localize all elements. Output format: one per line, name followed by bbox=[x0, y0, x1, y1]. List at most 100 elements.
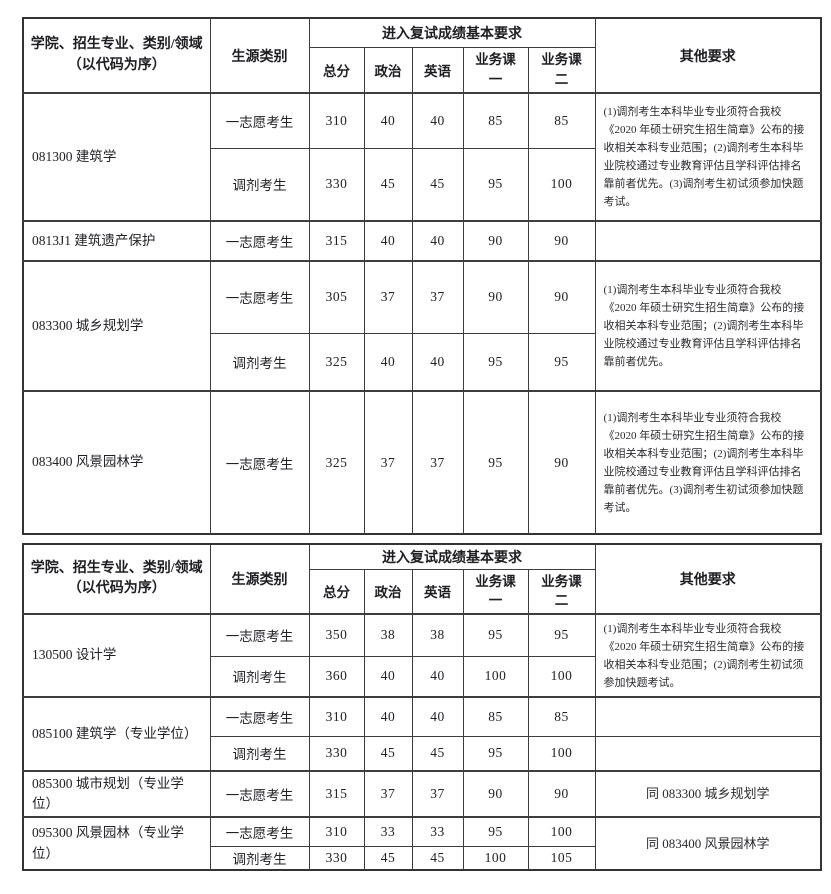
score-politics-cell: 37 bbox=[363, 770, 413, 818]
score-english-cell: 37 bbox=[411, 260, 464, 334]
score-total-cell: 315 bbox=[308, 220, 365, 262]
score-total-cell: 325 bbox=[308, 390, 365, 535]
header-subject-two: 业务课 二 bbox=[527, 46, 596, 94]
other-requirements-cell: (1)调剂考生本科毕业专业须符合我校《2020 年硕士研究生招生简章》公布的接收… bbox=[594, 390, 822, 535]
table-row: 085100 建筑学（专业学位） 一志愿考生 310 40 40 85 85 bbox=[22, 696, 822, 772]
source-type-cell: 调剂考生 bbox=[209, 147, 310, 222]
score-politics-cell: 40 bbox=[363, 655, 413, 698]
admission-score-table-academic: 学院、招生专业、类别/领域 （以代码为序） 生源类别 进入复试成绩基本要求 其他… bbox=[22, 17, 823, 535]
header-total-score: 总分 bbox=[308, 46, 365, 94]
score-subject1-cell: 95 bbox=[462, 613, 529, 657]
score-english-cell: 37 bbox=[411, 390, 464, 535]
header-subject-one: 业务课 一 bbox=[462, 46, 529, 94]
header-source-type: 生源类别 bbox=[209, 17, 310, 94]
score-subject2-cell: 95 bbox=[527, 332, 596, 392]
source-type-cell: 一志愿考生 bbox=[209, 220, 310, 262]
score-english-cell: 40 bbox=[411, 92, 464, 149]
score-subject2-cell: 85 bbox=[527, 696, 596, 737]
header-english: 英语 bbox=[411, 46, 464, 94]
score-politics-cell: 45 bbox=[363, 147, 413, 222]
table-row: 081300 建筑学 一志愿考生 310 40 40 85 85 (1)调剂考生… bbox=[22, 92, 822, 222]
score-politics-cell: 45 bbox=[363, 735, 413, 772]
source-type-cell: 一志愿考生 bbox=[209, 260, 310, 334]
score-subject1-cell: 90 bbox=[462, 770, 529, 818]
table-row: 085300 城市规划（专业学位） 一志愿考生 315 37 37 90 90 … bbox=[22, 770, 822, 818]
table-row: 调剂考生 330 45 45 95 100 bbox=[23, 735, 822, 772]
score-politics-cell: 38 bbox=[363, 613, 413, 657]
header-source-type: 生源类别 bbox=[209, 543, 310, 615]
table-row: 调剂考生 360 40 40 100 100 bbox=[23, 655, 821, 698]
source-type-cell: 一志愿考生 bbox=[209, 696, 310, 737]
program-cell: 081300 建筑学 bbox=[22, 92, 211, 222]
score-english-cell: 40 bbox=[411, 332, 464, 392]
other-requirements-cell: (1)调剂考生本科毕业专业须符合我校《2020 年硕士研究生招生简章》公布的接收… bbox=[594, 260, 822, 392]
score-subject2-cell: 105 bbox=[527, 845, 596, 871]
score-subject2-cell: 85 bbox=[527, 92, 596, 149]
source-type-cell: 一志愿考生 bbox=[209, 816, 310, 847]
source-type-cell: 一志愿考生 bbox=[209, 92, 310, 149]
source-type-cell: 调剂考生 bbox=[209, 735, 310, 772]
header-politics: 政治 bbox=[363, 46, 413, 94]
header-other-requirements: 其他要求 bbox=[594, 17, 822, 94]
score-english-cell: 40 bbox=[411, 220, 464, 262]
other-requirements-cell: 同 083300 城乡规划学 bbox=[594, 770, 822, 818]
score-subject1-cell: 95 bbox=[462, 332, 529, 392]
score-subject1-cell: 95 bbox=[462, 816, 529, 847]
header-retest-score-group: 进入复试成绩基本要求 bbox=[308, 543, 596, 570]
score-subject1-cell: 100 bbox=[462, 655, 529, 698]
admission-score-table-professional: 学院、招生专业、类别/领域 （以代码为序） 生源类别 进入复试成绩基本要求 其他… bbox=[22, 543, 823, 871]
score-subject1-cell: 85 bbox=[462, 92, 529, 149]
score-total-cell: 310 bbox=[308, 816, 365, 847]
table-row: 083400 风景园林学 一志愿考生 325 37 37 95 90 (1)调剂… bbox=[22, 390, 822, 535]
header-english: 英语 bbox=[411, 568, 464, 615]
score-total-cell: 325 bbox=[308, 332, 365, 392]
score-subject2-cell: 90 bbox=[527, 390, 596, 535]
score-subject2-cell: 90 bbox=[527, 220, 596, 262]
header-total-score: 总分 bbox=[308, 568, 365, 615]
header-politics: 政治 bbox=[363, 568, 413, 615]
header-college-program: 学院、招生专业、类别/领域 （以代码为序） bbox=[22, 543, 211, 615]
score-subject1-cell: 95 bbox=[462, 147, 529, 222]
table-row: 095300 风景园林（专业学位） 一志愿考生 310 33 33 95 100… bbox=[22, 816, 822, 871]
score-english-cell: 38 bbox=[411, 613, 464, 657]
header-retest-score-group: 进入复试成绩基本要求 bbox=[308, 17, 596, 48]
score-subject2-cell: 100 bbox=[527, 147, 596, 222]
table-row: 130500 设计学 一志愿考生 350 38 38 95 95 (1)调剂考生… bbox=[22, 613, 822, 698]
program-cell: 130500 设计学 bbox=[22, 613, 211, 698]
score-politics-cell: 40 bbox=[363, 332, 413, 392]
score-politics-cell: 40 bbox=[363, 92, 413, 149]
score-subject1-cell: 95 bbox=[462, 735, 529, 772]
other-requirements-cell bbox=[594, 696, 822, 737]
other-requirements-cell bbox=[594, 220, 822, 262]
header-college-program: 学院、招生专业、类别/领域 （以代码为序） bbox=[22, 17, 211, 94]
table-row: 调剂考生 330 45 45 100 105 bbox=[23, 845, 821, 871]
program-cell: 085100 建筑学（专业学位） bbox=[22, 696, 211, 772]
score-subject1-cell: 90 bbox=[462, 260, 529, 334]
source-type-cell: 调剂考生 bbox=[209, 332, 310, 392]
score-english-cell: 45 bbox=[411, 735, 464, 772]
score-total-cell: 315 bbox=[308, 770, 365, 818]
score-politics-cell: 40 bbox=[363, 696, 413, 737]
other-requirements-cell: 同 083400 风景园林学 bbox=[594, 816, 822, 871]
table-row: 调剂考生 330 45 45 95 100 bbox=[23, 147, 821, 222]
header-subject-two: 业务课 二 bbox=[527, 568, 596, 615]
score-subject2-cell: 90 bbox=[527, 770, 596, 818]
table-row: 083300 城乡规划学 一志愿考生 305 37 37 90 90 (1)调剂… bbox=[22, 260, 822, 392]
score-subject2-cell: 100 bbox=[527, 816, 596, 847]
score-politics-cell: 40 bbox=[363, 220, 413, 262]
score-total-cell: 310 bbox=[308, 696, 365, 737]
score-english-cell: 45 bbox=[411, 147, 464, 222]
score-total-cell: 360 bbox=[308, 655, 365, 698]
score-subject1-cell: 85 bbox=[462, 696, 529, 737]
score-english-cell: 33 bbox=[411, 816, 464, 847]
header-other-requirements: 其他要求 bbox=[594, 543, 822, 615]
score-subject1-cell: 95 bbox=[462, 390, 529, 535]
program-cell: 0813J1 建筑遗产保护 bbox=[22, 220, 211, 262]
score-english-cell: 40 bbox=[411, 696, 464, 737]
other-requirements-cell bbox=[594, 735, 822, 772]
header-subject-one: 业务课 一 bbox=[462, 568, 529, 615]
source-type-cell: 一志愿考生 bbox=[209, 770, 310, 818]
program-cell: 083300 城乡规划学 bbox=[22, 260, 211, 392]
score-english-cell: 40 bbox=[411, 655, 464, 698]
table-row: 0813J1 建筑遗产保护 一志愿考生 315 40 40 90 90 bbox=[22, 220, 822, 262]
